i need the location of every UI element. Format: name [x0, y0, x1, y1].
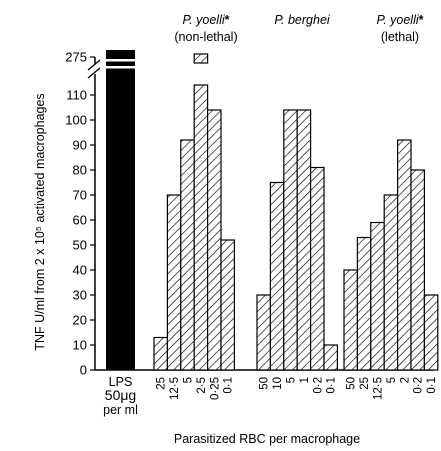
- bar: [310, 166, 325, 371]
- y-tick-label: 90: [73, 138, 87, 153]
- y-tick-label: 40: [73, 263, 87, 278]
- bar: [323, 344, 338, 371]
- bar: [397, 139, 412, 371]
- bar: [356, 236, 372, 371]
- x-tick-label: 12·5: [169, 377, 181, 400]
- y-tick-label: 30: [73, 288, 87, 303]
- x-tick-label: 5: [386, 377, 398, 383]
- bar-above-break: [193, 53, 209, 64]
- axis-break-mark: [87, 59, 101, 71]
- x-tick-label: 0·2: [312, 377, 324, 394]
- lps-bar-break: [105, 66, 136, 69]
- bar: [423, 294, 439, 371]
- group-subtitle: (non-lethal): [174, 30, 237, 44]
- bars-layer: 25 12·5 5 2·5 0·25 0·1P. yoelli*(non-lethal)5…: [153, 13, 439, 400]
- axis-break-mark: [87, 67, 101, 79]
- lps-label-line: LPS: [109, 375, 133, 389]
- x-tick-label: 0·2: [413, 377, 425, 394]
- bar: [207, 109, 222, 371]
- x-tick-label: 0·1: [326, 377, 338, 394]
- y-tick-label: 0: [80, 363, 87, 378]
- x-tick-label: 0·25: [209, 377, 221, 400]
- x-tick-label: 1: [299, 377, 311, 383]
- y-tick-label: 50: [73, 238, 87, 253]
- y-tick-label: 70: [73, 188, 87, 203]
- bar: [296, 109, 312, 371]
- y-axis: 0 10 20 30 40 50 60 70 80 90 100 110 275: [65, 50, 101, 378]
- x-tick-label: 25: [156, 377, 168, 390]
- group-title: P. yoelli*: [182, 13, 229, 27]
- lps-bar: [106, 50, 135, 370]
- bar: [370, 221, 385, 371]
- bar: [180, 139, 195, 371]
- bar: [256, 294, 271, 371]
- y-tick-label: 10: [73, 338, 87, 353]
- lps-label-line: per ml: [103, 403, 138, 417]
- group-title: P. berghei: [274, 13, 331, 27]
- bar: [193, 84, 209, 371]
- group-subtitle: (lethal): [381, 30, 419, 44]
- y-tick-label: 60: [73, 213, 87, 228]
- bar: [343, 269, 358, 371]
- x-tick-label: 50: [259, 377, 271, 390]
- x-tick-label: 50: [346, 377, 358, 390]
- lps-label-line: 50μg: [105, 387, 136, 403]
- bar: [383, 194, 399, 371]
- x-tick-label: 25: [359, 377, 371, 390]
- x-tick-label: 0·1: [223, 377, 235, 394]
- x-axis-title: Parasitized RBC per macrophage: [174, 432, 360, 446]
- x-tick-label: 12·5: [373, 377, 385, 400]
- group-title: P. yoelli*: [376, 13, 423, 27]
- x-tick-label: 5: [286, 377, 298, 383]
- bar: [220, 239, 235, 371]
- x-tick-label: 0·1: [426, 377, 438, 394]
- x-tick-label: 5: [183, 377, 195, 383]
- y-tick-label: 100: [65, 113, 87, 128]
- y-tick-label: 275: [65, 50, 87, 65]
- bar: [269, 181, 285, 371]
- y-tick-label: 80: [73, 163, 87, 178]
- bar: [153, 336, 168, 371]
- lps-bar-break: [105, 59, 136, 62]
- bar: [166, 194, 182, 371]
- y-axis-title: TNF U/ml from 2 x 10⁵ activated macropha…: [33, 93, 47, 350]
- bar: [283, 109, 298, 371]
- x-tick-label: 2·5: [196, 377, 208, 394]
- y-tick-label: 110: [66, 88, 87, 103]
- x-tick-label: 2: [399, 377, 411, 383]
- bar: [410, 169, 425, 371]
- x-tick-label: 10: [272, 377, 284, 390]
- y-tick-label: 20: [73, 313, 87, 328]
